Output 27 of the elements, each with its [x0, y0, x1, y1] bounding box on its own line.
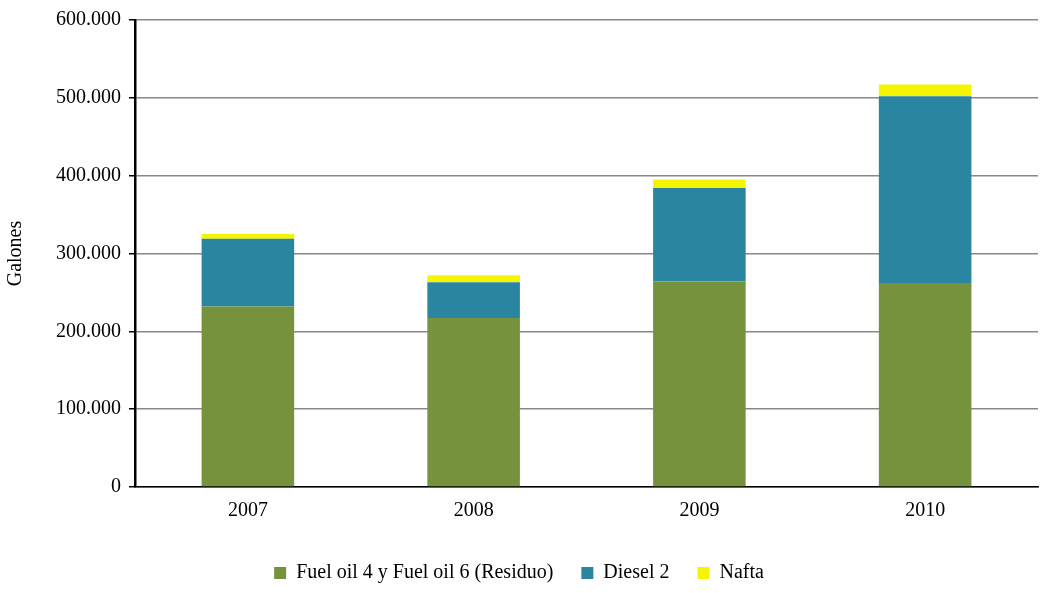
bar [201, 238, 295, 307]
bar [653, 281, 746, 487]
legend-label: Nafta [719, 560, 764, 583]
bar [878, 283, 972, 487]
x-tick-label: 2008 [453, 498, 494, 521]
y-tick-label: 600.000 [56, 7, 121, 30]
bar [427, 275, 520, 283]
y-tick-label: 500.000 [56, 85, 121, 108]
bar [427, 318, 520, 487]
legend-label: Fuel oil 4 y Fuel oil 6 (Residuo) [296, 560, 554, 584]
x-tick-label: 2009 [679, 498, 720, 521]
bar [653, 188, 746, 282]
y-tick-label: 100.000 [56, 396, 121, 419]
legend-label: Diesel 2 [603, 560, 670, 583]
x-tick-label: 2010 [905, 498, 946, 521]
y-tick-label: 200.000 [56, 318, 121, 341]
y-tick-label: 300.000 [56, 240, 121, 263]
y-tick-label: 400.000 [56, 162, 121, 185]
bar [427, 282, 520, 319]
bar [653, 179, 746, 189]
bar [878, 84, 972, 97]
x-tick-label: 2007 [227, 498, 268, 521]
bar [201, 234, 295, 239]
bar [201, 306, 295, 487]
y-axis-title: Galones [3, 220, 26, 287]
bar [878, 96, 972, 284]
y-tick-label: 0 [111, 474, 121, 497]
